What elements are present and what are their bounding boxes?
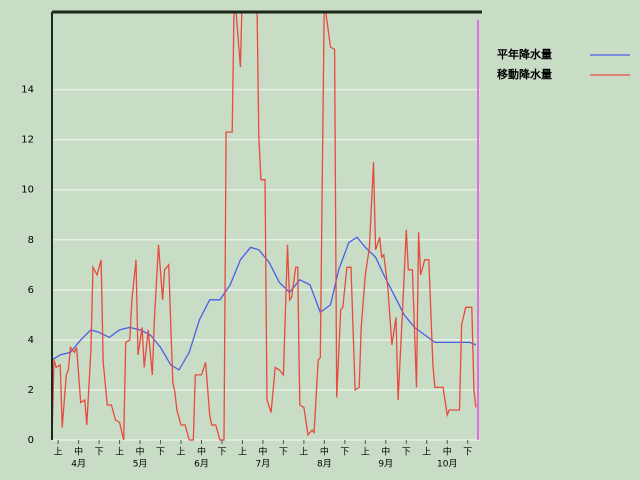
- month-label: 10月: [437, 459, 457, 470]
- month-label: 6月: [194, 459, 209, 470]
- month-label: 5月: [133, 459, 148, 470]
- x-tick-label: 中: [381, 446, 390, 458]
- x-tick-label: 上: [361, 447, 370, 458]
- x-tick-label: 中: [443, 446, 452, 458]
- y-tick-label: 0: [28, 435, 34, 446]
- y-tick-label: 12: [21, 135, 34, 146]
- x-tick-label: 上: [299, 447, 308, 458]
- x-tick-label: 下: [217, 448, 226, 458]
- series-line: [52, 236, 477, 371]
- x-tick-label: 中: [258, 446, 267, 458]
- x-tick-label: 上: [422, 447, 431, 458]
- legend-label: 平年降水量: [497, 47, 552, 61]
- y-tick-label: 4: [28, 335, 34, 346]
- y-tick-label: 10: [21, 185, 34, 196]
- x-tick-label: 中: [197, 446, 206, 458]
- month-label: 4月: [71, 459, 86, 470]
- x-tick-label: 下: [463, 448, 472, 458]
- x-tick-label: 下: [402, 448, 411, 458]
- y-tick-label: 2: [28, 385, 34, 396]
- x-tick-label: 下: [95, 448, 104, 458]
- y-tick-label: 6: [28, 285, 34, 296]
- month-label: 7月: [256, 459, 271, 470]
- legend-label: 移動降水量: [497, 67, 552, 81]
- x-tick-label: 下: [279, 448, 288, 458]
- x-tick-label: 下: [340, 448, 349, 458]
- x-tick-label: 上: [54, 447, 63, 458]
- x-tick-label: 上: [115, 447, 124, 458]
- x-tick-label: 中: [136, 446, 145, 458]
- series-line: [52, 12, 477, 441]
- x-tick-label: 上: [177, 447, 186, 458]
- y-tick-label: 8: [28, 235, 34, 246]
- x-tick-label: 下: [156, 448, 165, 458]
- y-tick-label: 14: [21, 85, 34, 96]
- month-label: 9月: [378, 459, 393, 470]
- x-tick-label: 中: [320, 446, 329, 458]
- x-tick-label: 中: [74, 446, 83, 458]
- month-label: 8月: [317, 459, 332, 470]
- x-tick-label: 上: [238, 447, 247, 458]
